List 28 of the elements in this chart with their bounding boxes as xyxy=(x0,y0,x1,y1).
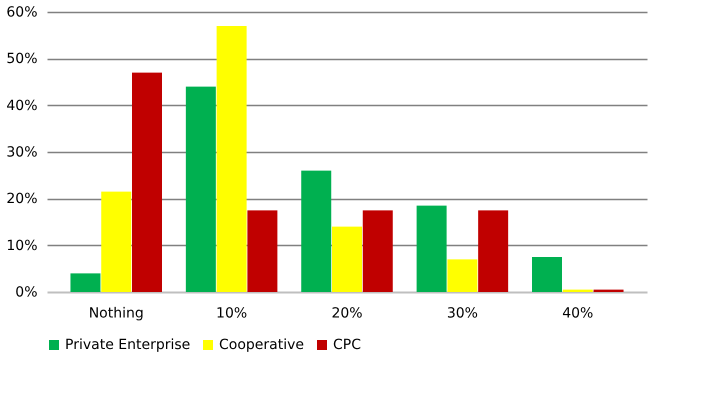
x-tick-label: 20% xyxy=(331,306,363,322)
y-tick-label: 60% xyxy=(6,4,38,20)
bar xyxy=(247,210,278,292)
legend-label: Cooperative xyxy=(219,337,304,353)
legend-label: CPC xyxy=(333,337,362,353)
bar xyxy=(332,226,362,292)
x-tick-label: Nothing xyxy=(88,306,144,322)
x-tick-label: 40% xyxy=(562,306,594,322)
y-tick-label: 0% xyxy=(15,284,38,300)
y-tick-label: 10% xyxy=(6,238,38,254)
y-tick-label: 20% xyxy=(6,191,38,208)
y-tick-label: 30% xyxy=(6,144,38,160)
bar xyxy=(532,257,562,292)
bar xyxy=(301,170,332,292)
x-tick-label: 10% xyxy=(216,306,248,322)
bar xyxy=(186,86,216,292)
y-tick-label: 40% xyxy=(6,98,38,114)
x-tick-label: 30% xyxy=(446,306,478,322)
bar xyxy=(362,210,393,292)
bar xyxy=(216,26,247,292)
legend-label: Private Enterprise xyxy=(65,337,190,353)
bar xyxy=(416,206,447,292)
bar xyxy=(478,210,508,292)
bar xyxy=(132,72,162,292)
y-tick-label: 50% xyxy=(6,51,38,68)
bar xyxy=(101,192,132,292)
bar xyxy=(70,273,100,292)
bar xyxy=(447,259,478,292)
